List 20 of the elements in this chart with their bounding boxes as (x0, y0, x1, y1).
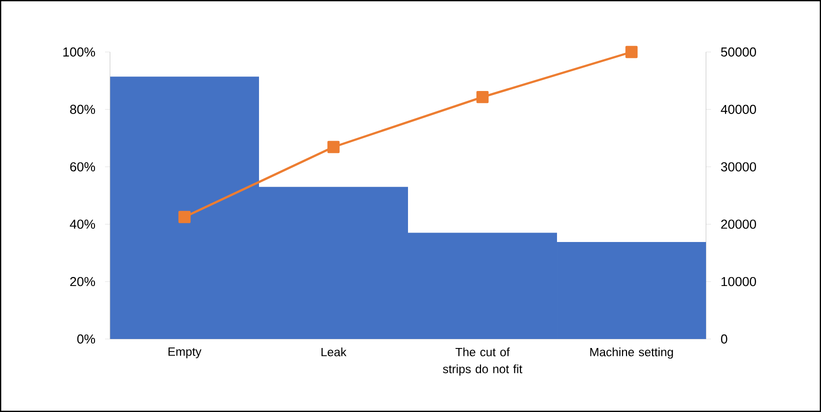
y-tick-label: 20% (70, 277, 96, 286)
y2-tick-label: 30000 (721, 162, 756, 172)
point (476, 90, 489, 104)
x-tick-label: Machine setting (590, 348, 673, 359)
point (327, 140, 340, 154)
x-tick-label: Leak (322, 348, 346, 356)
y-tick-label: 80% (70, 104, 96, 114)
x-tick-label: The cut of strips do not fit (442, 348, 522, 376)
x-tick-label: Empty (168, 348, 202, 358)
y-tick-label: 0% (77, 334, 96, 344)
point (625, 46, 638, 58)
y2-tick-label: 0 (721, 334, 728, 344)
y2-tick-label: 50000 (721, 47, 756, 57)
y-tick-label: 40% (70, 220, 96, 229)
y2-tick-label: 40000 (720, 104, 756, 114)
point (178, 210, 191, 224)
y2-tick-label: 10000 (722, 277, 756, 286)
y-tick-label: 60% (70, 162, 96, 172)
y2-tick-label: 20000 (721, 220, 756, 229)
y-tick-label: 100% (63, 47, 96, 57)
